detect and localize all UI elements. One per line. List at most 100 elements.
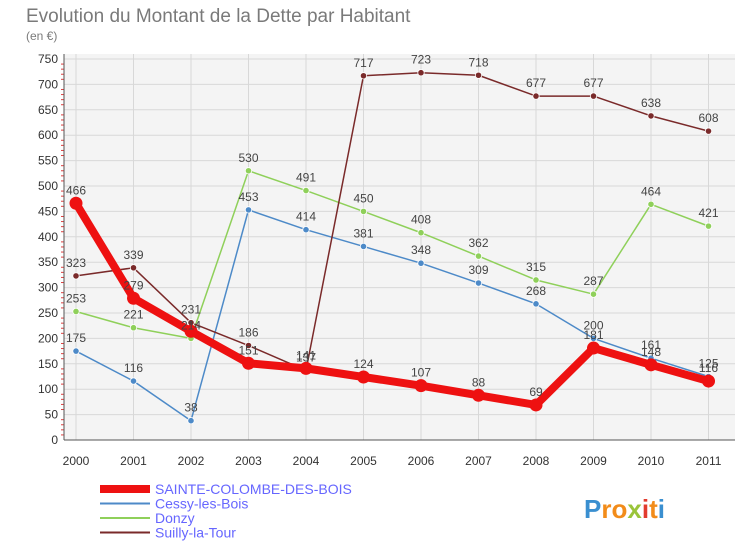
data-point: [242, 356, 255, 370]
y-tick-label: 200: [38, 331, 58, 345]
data-point: [302, 226, 310, 234]
x-tick-label: 2005: [350, 454, 377, 468]
data-label: 530: [238, 151, 258, 165]
data-label: 414: [296, 210, 316, 224]
data-point: [187, 417, 195, 425]
x-tick-label: 2007: [465, 454, 492, 468]
data-point: [417, 259, 425, 267]
data-label: 107: [411, 366, 431, 380]
data-label: 408: [411, 213, 431, 227]
x-tick-label: 2009: [580, 454, 607, 468]
data-label: 221: [123, 308, 143, 322]
data-point: [587, 341, 600, 355]
x-tick-label: 2010: [638, 454, 665, 468]
y-tick-label: 150: [38, 357, 58, 371]
data-label: 491: [296, 171, 316, 185]
data-label: 450: [353, 191, 373, 205]
data-point: [414, 379, 428, 393]
data-point: [299, 361, 313, 375]
data-point: [302, 186, 310, 195]
data-label: 608: [698, 111, 718, 125]
legend-label: SAINTE-COLOMBE-DES-BOIS: [155, 481, 352, 497]
data-label: 200: [583, 318, 603, 332]
y-tick-label: 0: [51, 433, 58, 447]
logo-text: Proxiti: [584, 494, 665, 524]
data-label: 116: [699, 361, 718, 375]
y-tick-label: 400: [38, 230, 58, 244]
data-label: 723: [411, 53, 431, 67]
legend: SAINTE-COLOMBE-DES-BOISCessy-les-BoisDon…: [100, 481, 352, 541]
data-label: 38: [184, 401, 198, 415]
chart-subtitle: (en €): [26, 29, 57, 43]
data-point: [359, 72, 368, 80]
data-point: [647, 112, 655, 120]
data-label: 151: [238, 343, 258, 357]
data-point: [644, 358, 658, 372]
data-label: 638: [641, 96, 661, 110]
data-point: [357, 370, 370, 384]
data-point: [532, 276, 540, 284]
data-point: [532, 300, 540, 308]
data-label: 186: [238, 326, 258, 340]
data-point: [69, 196, 83, 210]
data-label: 677: [583, 76, 603, 90]
data-point: [72, 307, 80, 316]
y-tick-label: 50: [45, 408, 59, 422]
y-tick-label: 450: [38, 204, 58, 218]
data-label: 88: [472, 375, 486, 389]
data-point: [472, 388, 485, 402]
y-tick-label: 700: [38, 77, 58, 91]
data-label: 125: [698, 357, 718, 371]
legend-label: Cessy-les-Bois: [155, 496, 248, 512]
data-label: 381: [353, 226, 373, 240]
data-label: 148: [641, 345, 661, 359]
data-label: 175: [66, 331, 86, 345]
data-point: [184, 324, 198, 338]
x-tick-label: 2011: [696, 454, 722, 468]
data-label: 161: [641, 338, 661, 352]
series-line: [75, 170, 710, 340]
legend-label: Suilly-la-Tour: [155, 525, 236, 541]
series-suilly-la-tour: [72, 69, 713, 375]
series-line: [72, 199, 713, 409]
data-point: [129, 264, 138, 272]
data-label: 453: [238, 190, 258, 204]
y-tick-label: 500: [38, 179, 58, 193]
proxiti-logo: Proxiti: [584, 494, 665, 524]
data-point: [417, 69, 425, 77]
series-line: [75, 71, 710, 372]
data-label: 279: [123, 278, 143, 292]
data-label: 421: [698, 206, 718, 220]
series-cessy-les-bois: [72, 206, 713, 425]
data-point: [589, 290, 598, 298]
data-point: [529, 398, 543, 412]
data-label: 466: [66, 183, 86, 197]
data-label: 718: [468, 55, 488, 69]
data-point: [129, 324, 138, 332]
data-point: [474, 252, 483, 260]
data-label: 323: [66, 256, 86, 270]
data-point: [244, 167, 253, 175]
y-tick-label: 750: [38, 52, 58, 66]
data-label: 214: [181, 318, 201, 332]
data-point: [359, 242, 368, 251]
data-labels: 175 116 38 453 414 381 348 309 268 200 161 125: [66, 190, 719, 415]
y-tick-label: 350: [38, 255, 58, 269]
legend-label: Donzy: [155, 510, 195, 526]
data-label: 287: [583, 274, 603, 288]
data-label: 309: [468, 263, 488, 277]
data-label: 677: [526, 76, 546, 90]
x-tick-label: 2006: [408, 454, 435, 468]
series-line: [75, 209, 710, 422]
series-sainte-colombe-des-bois: [69, 196, 715, 412]
data-label: 137: [296, 350, 316, 364]
data-label: 141: [296, 348, 316, 362]
y-tick-label: 250: [38, 306, 58, 320]
x-tick-label: 2008: [523, 454, 550, 468]
x-tick-label: 2001: [120, 454, 147, 468]
data-point: [647, 200, 655, 208]
data-label: 339: [123, 248, 143, 262]
data-label: 717: [353, 56, 373, 70]
data-point: [704, 127, 713, 135]
